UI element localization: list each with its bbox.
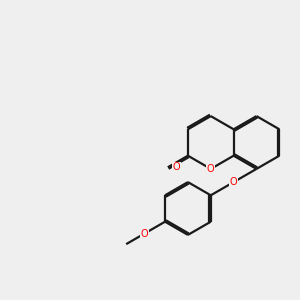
Text: O: O bbox=[230, 177, 237, 187]
Text: O: O bbox=[172, 162, 180, 172]
Text: O: O bbox=[141, 229, 148, 238]
Text: O: O bbox=[207, 164, 214, 174]
